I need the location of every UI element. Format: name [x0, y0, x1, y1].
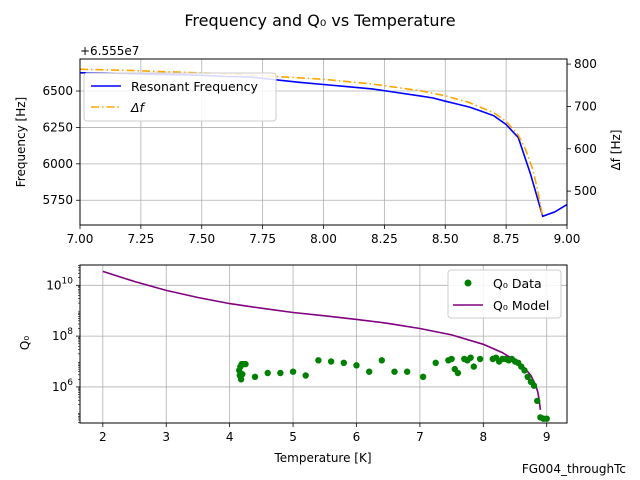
bottom-y-tick-label: 1010 — [46, 276, 73, 292]
q0-data-point — [454, 369, 462, 377]
q0-data-point — [534, 397, 541, 405]
q0-data-point — [467, 354, 474, 361]
legend-swatch-q0-data — [464, 279, 472, 287]
top-y-axis-label: Frequency [Hz] — [14, 97, 28, 188]
q0-data-point — [432, 359, 439, 366]
q0-data-point — [315, 357, 322, 364]
top-y2-tick-label: 600 — [574, 142, 597, 156]
top-x-tick-label: 9.00 — [554, 232, 581, 246]
footer-label: FG004_throughTc — [522, 462, 626, 476]
bottom-x-axis-label: Temperature [K] — [273, 451, 371, 465]
bottom-y-axis-label: Q₀ — [18, 336, 32, 350]
top-panel: 7.00 7.25 7.50 7.75 8.00 8.25 8.50 8.75 9.00 575… — [14, 44, 623, 246]
q0-data-point — [521, 367, 528, 374]
top-y-tick-label: 6500 — [42, 84, 73, 98]
top-y2-axis-label: Δf [Hz] — [609, 130, 623, 171]
bottom-x-tick-label: 3 — [162, 430, 170, 444]
q0-data-point — [302, 372, 309, 379]
q0-data-point — [378, 357, 385, 364]
q0-data-point — [242, 360, 249, 368]
bottom-x-tick-label: 4 — [226, 430, 234, 444]
q0-data-point — [391, 368, 398, 375]
legend-label-q0-data: Q₀ Data — [493, 276, 542, 291]
bottom-x-tick-label: 7 — [416, 430, 424, 444]
q0-data-point — [448, 355, 455, 363]
figure-title: Frequency and Q₀ vs Temperature — [184, 11, 455, 30]
q0-data-point — [404, 368, 411, 375]
q0-data-point — [476, 355, 484, 363]
bottom-x-tick-label: 8 — [479, 430, 487, 444]
legend-label-q0-model: Q₀ Model — [493, 298, 549, 313]
top-x-tick-label: 8.50 — [432, 232, 459, 246]
q0-data-point — [251, 373, 259, 380]
top-y2-tick-label: 500 — [574, 184, 597, 198]
top-legend-box — [83, 72, 277, 122]
bottom-y-tick-label: 108 — [52, 327, 73, 343]
bottom-series — [102, 270, 550, 422]
top-x-tick-label: 7.50 — [188, 232, 215, 246]
q0-data-point — [237, 376, 245, 383]
legend-label-resonant-frequency: Resonant Frequency — [131, 79, 259, 94]
bottom-x-tick-label: 2 — [99, 430, 107, 444]
top-legend: Resonant Frequency Δf — [83, 72, 277, 122]
bottom-x-tick-label: 9 — [543, 430, 551, 444]
top-y2-tick-label: 700 — [574, 99, 597, 113]
q0-data-point — [366, 368, 373, 375]
top-y-tick-label: 5750 — [42, 193, 73, 207]
q0-data-point — [277, 369, 284, 377]
bottom-x-tick-label: 6 — [353, 430, 361, 444]
top-x-axis: 7.00 7.25 7.50 7.75 8.00 8.25 8.50 8.75 9.00 — [67, 225, 581, 246]
top-x-tick-label: 8.00 — [310, 232, 337, 246]
bottom-panel: 2 3 4 5 6 7 8 9 106 108 1010 Temperature [K] Q₀ Q… — [18, 264, 568, 465]
q0-data-point — [289, 368, 297, 375]
bottom-legend: Q₀ Data Q₀ Model — [447, 269, 562, 319]
top-x-tick-label: 7.25 — [128, 232, 155, 246]
q0-data-point — [543, 415, 550, 422]
top-y2-tick-label: 800 — [574, 57, 597, 71]
top-offset-label: +6.555e7 — [80, 44, 139, 58]
top-y2-axis: 500 600 700 800 — [567, 57, 597, 198]
top-x-tick-label: 7.75 — [249, 232, 276, 246]
legend-label-delta-f: Δf — [130, 100, 146, 115]
q0-data-point — [419, 373, 427, 380]
bottom-y-axis: 106 108 1010 — [46, 265, 80, 423]
top-y-tick-label: 6000 — [42, 157, 73, 171]
top-x-tick-label: 8.25 — [371, 232, 398, 246]
bottom-x-axis: 2 3 4 5 6 7 8 9 — [99, 423, 551, 444]
top-x-tick-label: 8.75 — [493, 232, 520, 246]
q0-data-point — [530, 382, 538, 389]
q0-data-point — [524, 373, 531, 380]
q0-data-point — [340, 359, 347, 366]
bottom-x-tick-label: 5 — [289, 430, 297, 444]
q0-data-point — [264, 369, 271, 377]
q0-data-point — [239, 371, 246, 378]
q0-data-point — [470, 363, 477, 370]
bottom-legend-box — [447, 269, 562, 319]
q0-data-point — [327, 358, 335, 365]
top-y-tick-label: 6250 — [42, 120, 73, 134]
top-y-axis: 5750 6000 6250 6500 — [42, 84, 80, 207]
q0-data-point — [353, 362, 360, 369]
bottom-y-tick-label: 106 — [52, 378, 73, 394]
top-x-tick-label: 7.00 — [67, 232, 94, 246]
